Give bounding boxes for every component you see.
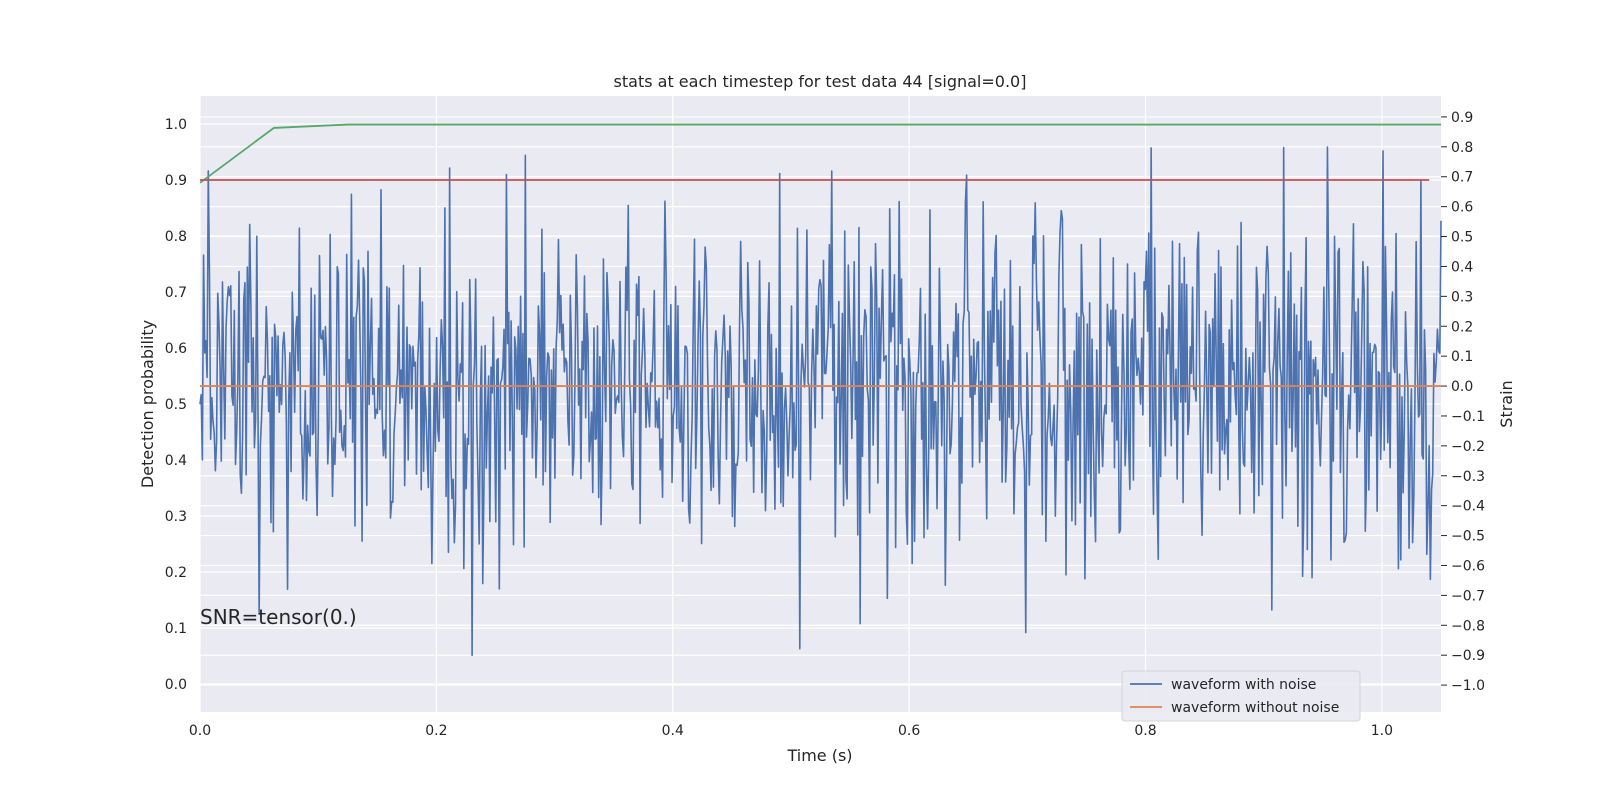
x-tick-label: 0.0 — [189, 723, 211, 739]
y-right-tick-label: −0.3 — [1451, 469, 1485, 485]
x-tick-label: 0.2 — [425, 723, 447, 739]
y-right-tick-label: 0.0 — [1451, 379, 1473, 395]
y-left-tick-label: 0.2 — [165, 565, 187, 581]
y-right-tick-label: −1.0 — [1451, 678, 1485, 694]
y-right-tick-label: −0.4 — [1451, 499, 1485, 515]
x-tick-label: 0.4 — [662, 723, 684, 739]
x-tick-labels: 0.0 0.2 0.4 0.6 0.8 1.0 — [189, 723, 1393, 739]
y-right-tick-label: 0.1 — [1451, 349, 1473, 365]
y-right-tick-label: −0.5 — [1451, 529, 1485, 545]
x-tick-label: 0.8 — [1134, 723, 1156, 739]
y-right-tick-label: −0.8 — [1451, 618, 1485, 634]
y-right-tick-label: −0.1 — [1451, 409, 1485, 425]
y-left-tick-label: 0.1 — [165, 621, 187, 637]
y-left-tick-label: 0.7 — [165, 285, 187, 301]
y-left-tick-label: 0.6 — [165, 341, 187, 357]
series-lines — [199, 123, 1442, 657]
y-right-tick-label: 0.3 — [1451, 289, 1473, 305]
y-axis-label-right: Strain — [1497, 380, 1516, 427]
legend-label-without-noise: waveform without noise — [1171, 700, 1339, 716]
y-right-tick-label: 0.4 — [1451, 259, 1473, 275]
y-left-tick-label: 0.3 — [165, 509, 187, 525]
legend-box — [1121, 670, 1361, 722]
chart-title: stats at each timestep for test data 44 … — [614, 72, 1027, 91]
grid — [199, 96, 1441, 712]
y-right-tick-labels: 0.9 0.8 0.7 0.6 0.5 0.4 0.3 0.2 0.1 0.0 −0.1 −0.2 −0… — [1441, 110, 1485, 694]
y-left-tick-label: 0.8 — [165, 229, 187, 245]
y-left-tick-label: 0.0 — [165, 677, 187, 693]
y-left-tick-label: 0.9 — [165, 173, 187, 189]
x-axis-label: Time (s) — [786, 746, 852, 765]
series-line-2 — [199, 123, 1441, 184]
snr-annotation: SNR=tensor(0.) — [200, 605, 357, 629]
legend-label-with-noise: waveform with noise — [1171, 677, 1316, 693]
x-tick-label: 1.0 — [1371, 723, 1393, 739]
y-right-tick-label: 0.5 — [1451, 230, 1473, 246]
y-right-tick-label: 0.2 — [1451, 319, 1473, 335]
y-right-tick-label: 0.9 — [1451, 110, 1473, 126]
y-right-tick-label: −0.6 — [1451, 558, 1485, 574]
y-right-tick-label: 0.8 — [1451, 140, 1473, 156]
y-left-tick-label: 0.5 — [165, 397, 187, 413]
y-right-tick-label: −0.9 — [1451, 648, 1485, 664]
y-right-tick-label: −0.7 — [1451, 588, 1485, 604]
y-right-tick-label: 0.7 — [1451, 170, 1473, 186]
series-line-waveform-with-noise — [199, 146, 1442, 657]
y-right-tick-label: 0.6 — [1451, 200, 1473, 216]
y-axis-label-left: Detection probability — [138, 320, 157, 488]
y-left-tick-label: 0.4 — [165, 453, 187, 469]
y-left-tick-label: 1.0 — [165, 117, 187, 133]
x-tick-label: 0.6 — [898, 723, 920, 739]
legend: waveform with noise waveform without noi… — [1121, 670, 1361, 722]
y-right-tick-label: −0.2 — [1451, 439, 1485, 455]
y-left-tick-labels: 0.0 0.1 0.2 0.3 0.4 0.5 0.6 0.7 0.8 0.9 1.0 — [165, 117, 187, 693]
